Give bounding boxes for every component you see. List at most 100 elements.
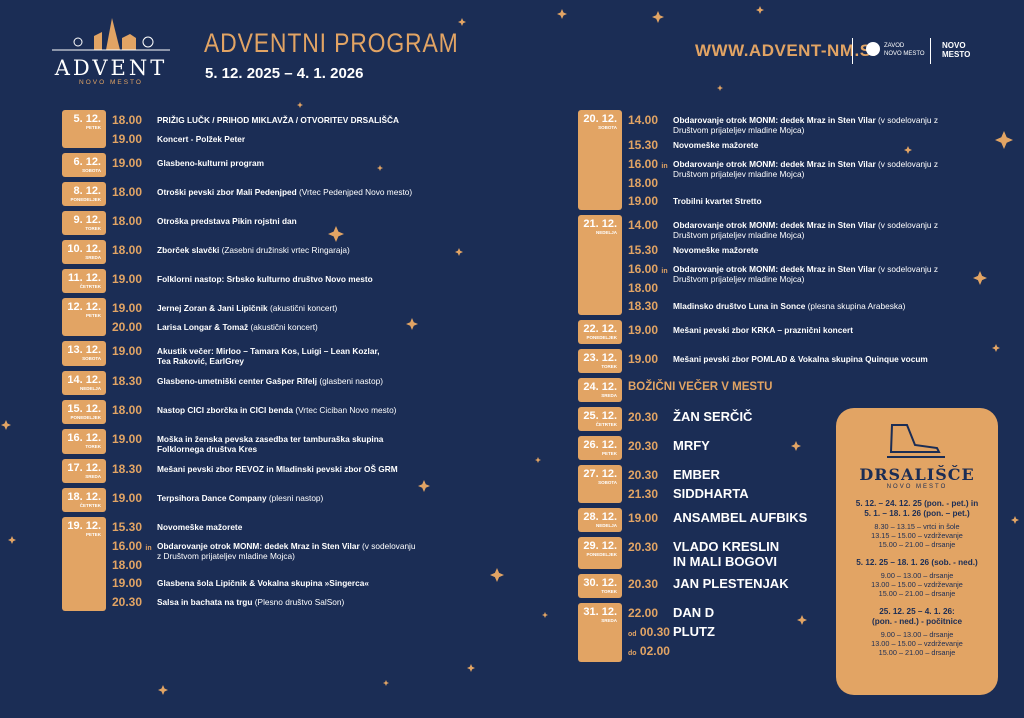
- time-line: 18.00: [112, 213, 157, 229]
- times: 14.00: [628, 112, 673, 128]
- column: 5. 12. PETEK 18.00 PRIŽIG LUČK / PRIHOD MIK…: [62, 110, 502, 611]
- star: [406, 318, 418, 330]
- event-title: Obdarovanje otrok MONM: dedek Mraz in St…: [157, 541, 360, 551]
- times: 18.30: [112, 461, 157, 477]
- star: [557, 9, 567, 19]
- date: 29. 12.: [583, 540, 617, 552]
- event-text: Obdarovanje otrok MONM: dedek Mraz in St…: [673, 112, 963, 135]
- star: [158, 685, 168, 695]
- times: 14.00: [628, 217, 673, 233]
- event: 19.00 Mešani pevski zbor POMLAD & Vokalna…: [628, 349, 963, 368]
- time-line: 20.30: [628, 438, 673, 454]
- events: 18.00 Zborček slavčki (Zasebni družinski …: [112, 240, 419, 264]
- time-line: 14.00: [628, 112, 673, 128]
- weekday: PETEK: [85, 125, 101, 130]
- star: [1011, 516, 1019, 524]
- event-title: Obdarovanje otrok MONM: dedek Mraz in St…: [673, 159, 876, 169]
- star: [542, 612, 548, 618]
- date: 16. 12.: [67, 432, 101, 444]
- day: 11. 12. ČETRTEK 19.00 Folklorni nastop: Srb…: [62, 269, 502, 293]
- event-text: Folklorni nastop: Srbsko kulturno društv…: [157, 271, 419, 284]
- events: 19.00 Folklorni nastop: Srbsko kulturno d…: [112, 269, 419, 293]
- title: ADVENTNI PROGRAM: [204, 28, 459, 58]
- event-text: Mladinsko društvo Luna in Sonce (plesna …: [673, 298, 963, 311]
- event: 20.30 Salsa in bachata na trgu (Plesno dr…: [112, 592, 419, 611]
- event-text: PRIŽIG LUČK / PRIHOD MIKLAVŽA / OTVORITE…: [157, 112, 419, 125]
- date-box: 10. 12. SREDA: [62, 240, 106, 264]
- times: 15.30: [628, 242, 673, 258]
- rink-line: 9.00 – 13.00 – drsanje: [880, 571, 954, 580]
- date: 11. 12.: [67, 272, 101, 284]
- star: [797, 615, 807, 625]
- event-title: MRFY: [673, 438, 710, 453]
- event-text: Glasbeno-kulturni program: [157, 155, 419, 168]
- event: 15.30 Novomeške mažorete: [628, 240, 963, 259]
- date: 27. 12.: [583, 468, 617, 480]
- day: 13. 12. SOBOTA 19.00 Akustik večer: Mirloo …: [62, 341, 502, 366]
- event-text: Novomeške mažorete: [157, 519, 419, 532]
- star: [490, 568, 504, 582]
- event: 19.00 ANSAMBEL AUFBIKS: [628, 508, 963, 527]
- time: 20.00: [112, 320, 143, 334]
- times: 18.00: [112, 242, 157, 258]
- event: 19.00 Folklorni nastop: Srbsko kulturno d…: [112, 269, 419, 288]
- weekday: SREDA: [85, 474, 101, 479]
- rink-line: 15.00 – 21.00 – drsanje: [878, 589, 956, 598]
- event: 20.30 ŽAN SERČIČ: [628, 407, 963, 426]
- date: 25. 12.: [583, 410, 617, 422]
- times: 15.30: [112, 519, 157, 535]
- star: [756, 6, 764, 14]
- divider: [930, 38, 931, 64]
- time: 16.00: [628, 157, 659, 171]
- partner-icon: [866, 42, 880, 56]
- event: 20.30 MRFY: [628, 436, 963, 455]
- events: 19.00 Mešani pevski zbor KRKA – praznični…: [628, 320, 963, 344]
- time: 18.30: [112, 374, 143, 388]
- event-text: Glasbeno-umetniški center Gašper Rifelj …: [157, 373, 419, 386]
- weekday: SOBOTA: [82, 356, 101, 361]
- day: 12. 12. PETEK 19.00 Jernej Zoran & Jani Lip…: [62, 298, 502, 336]
- times: 16.00 in 18.00: [628, 156, 673, 191]
- events: 19.00 Moška in ženska pevska zasedba ter …: [112, 429, 419, 454]
- time-line: 19.00: [628, 510, 673, 526]
- date-box: 11. 12. ČETRTEK: [62, 269, 106, 293]
- event: 18.00 Otroški pevski zbor Mali Pedenjped …: [112, 182, 419, 201]
- event: 16.00 in 18.00 Obdarovanje otrok MONM: ded…: [112, 536, 419, 573]
- date: 30. 12.: [583, 577, 617, 589]
- event: 19.00 Moška in ženska pevska zasedba ter …: [112, 429, 419, 454]
- event-title: Mladinsko društvo Luna in Sonce: [673, 301, 806, 311]
- event-text: Akustik večer: Mirloo – Tamara Kos, Luig…: [157, 343, 419, 366]
- date: 9. 12.: [73, 214, 101, 226]
- event-text: Otroška predstava Pikin rojstni dan: [157, 213, 419, 226]
- day: 19. 12. PETEK 15.30 Novomeške mažorete 16.00…: [62, 517, 502, 611]
- time-suffix: in: [661, 163, 668, 170]
- time-line: 16.00 in: [112, 538, 157, 557]
- event: 18.00 PRIŽIG LUČK / PRIHOD MIKLAVŽA / OTV…: [112, 110, 419, 129]
- event: 18.00 Zborček slavčki (Zasebni družinski …: [112, 240, 419, 259]
- events: 14.00 Obdarovanje otrok MONM: dedek Mraz …: [628, 110, 963, 210]
- star: [717, 85, 723, 91]
- time-line: 19.00: [628, 322, 673, 338]
- event-text: Obdarovanje otrok MONM: dedek Mraz in St…: [157, 538, 419, 561]
- event-text: ANSAMBEL AUFBIKS: [673, 510, 963, 525]
- time-line: 18.00: [112, 402, 157, 418]
- event-text: Koncert - Polžek Peter: [157, 131, 419, 144]
- rink-title: DRSALIŠČE: [859, 465, 975, 484]
- dates: 5. 12. 2025 – 4. 1. 2026: [205, 65, 364, 82]
- star: [8, 536, 16, 544]
- times: 19.00: [112, 490, 157, 506]
- weekday: TOREK: [601, 364, 617, 369]
- event: 20.30 VLADO KRESLIN IN MALI BOGOVI: [628, 537, 963, 569]
- event: 21.30 SIDDHARTA: [628, 484, 963, 503]
- times: 20.30: [628, 539, 673, 555]
- weekday: PONEDELJEK: [70, 415, 101, 420]
- time: 22.00: [628, 606, 659, 620]
- rink-section: 5. 12. 25 – 18. 1. 26 (sob. - ned.) 9.00 …: [836, 558, 998, 598]
- time: 14.00: [628, 113, 659, 127]
- date-box: 9. 12. TOREK: [62, 211, 106, 235]
- date-box: 15. 12. PONEDELJEK: [62, 400, 106, 424]
- star: [383, 680, 389, 686]
- star: [377, 165, 383, 171]
- event-note: (v sodelovanju z Društvom prijateljev ml…: [673, 220, 938, 240]
